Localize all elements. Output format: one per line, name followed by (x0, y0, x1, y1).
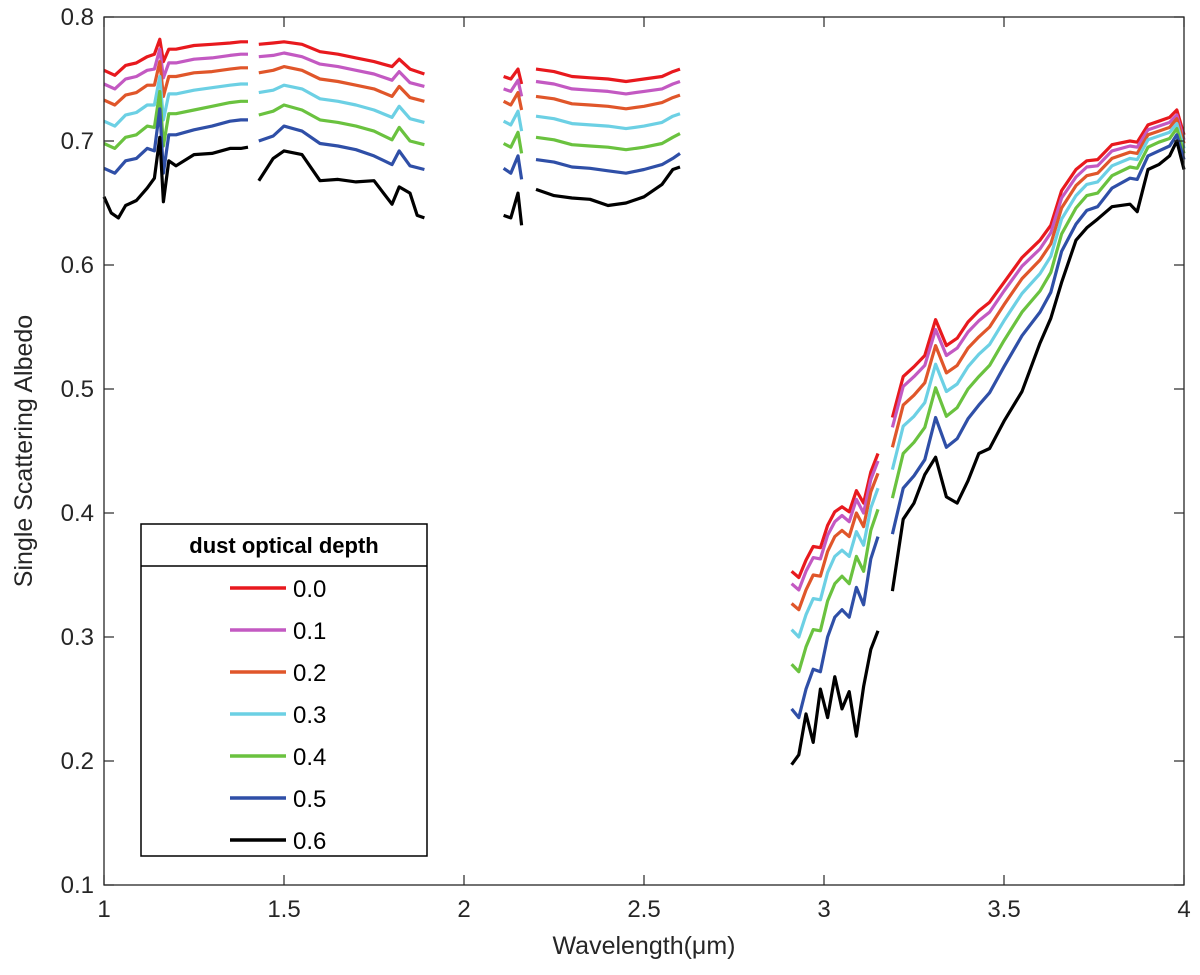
series-line-0.2 (103, 59, 248, 107)
series-line-0.5 (258, 124, 425, 172)
y-tick-label: 0.8 (61, 4, 94, 31)
series-line-0.5 (502, 154, 524, 180)
series-0.2 (103, 59, 1186, 612)
legend-label-0.5: 0.5 (293, 786, 326, 813)
legend-label-0.3: 0.3 (293, 702, 326, 729)
series-line-0.5 (890, 133, 1186, 535)
series-line-0.3 (535, 112, 681, 131)
x-tick-label: 2 (457, 896, 470, 923)
legend-label-0.4: 0.4 (293, 744, 326, 771)
series-line-0.4 (790, 508, 880, 674)
series-line-0.2 (502, 90, 524, 111)
series-line-0.3 (103, 74, 248, 128)
x-tick-label: 4 (1177, 896, 1190, 923)
series-line-0.1 (790, 460, 880, 592)
series-line-0.6 (890, 139, 1186, 592)
x-tick-label: 2.5 (627, 896, 660, 923)
series-line-0.1 (103, 47, 248, 91)
legend-title: dust optical depth (189, 533, 378, 558)
y-tick-label: 0.4 (61, 500, 94, 527)
series-line-0.3 (890, 121, 1186, 470)
series-0.3 (103, 74, 1186, 639)
series-line-0.4 (535, 132, 681, 152)
legend-label-0.2: 0.2 (293, 660, 326, 687)
series-line-0.3 (502, 109, 524, 132)
series-line-0.6 (503, 191, 524, 226)
series-0.0 (103, 37, 1186, 580)
series-line-0.4 (890, 127, 1186, 499)
y-axis-title: Single Scattering Albedo (10, 315, 38, 587)
series-line-0.0 (790, 452, 880, 580)
y-tick-label: 0.6 (61, 252, 94, 279)
series-0.1 (103, 47, 1186, 592)
series-line-0.0 (103, 37, 248, 77)
series-line-0.0 (503, 67, 524, 85)
legend-label-0.6: 0.6 (293, 828, 326, 855)
series-line-0.2 (890, 117, 1186, 448)
y-tick-label: 0.3 (61, 624, 94, 651)
series-line-0.1 (503, 78, 524, 97)
series-line-0.4 (258, 103, 425, 147)
series-line-0.0 (890, 108, 1186, 418)
series-line-0.5 (790, 536, 880, 720)
legend: dust optical depth 0.0 0.1 0.2 0.3 0.4 0.5 0.6 (140, 523, 428, 857)
x-axis-title: Wavelength(μm) (553, 932, 736, 960)
y-tick-label: 0.1 (61, 872, 94, 899)
y-tick-label: 0.2 (61, 748, 94, 775)
series-line-0.3 (790, 487, 880, 639)
series-line-0.1 (535, 79, 681, 96)
y-tick-label: 0.5 (61, 376, 94, 403)
x-tick-label: 3 (817, 896, 830, 923)
series-line-0.3 (258, 83, 425, 124)
series-line-0.6 (257, 149, 425, 220)
x-tick-label: 1.5 (267, 896, 300, 923)
series-line-0.2 (535, 93, 681, 111)
series-0.6 (102, 135, 1186, 766)
series-line-0.2 (258, 64, 425, 103)
series-line-0.2 (790, 472, 880, 612)
legend-label-0.0: 0.0 (293, 576, 326, 603)
axes-layer: 1 1.5 2 2.5 3 3.5 4 0.1 0.2 0.3 0.4 0.5 0.6 0.7 0.8 (61, 4, 1191, 923)
series-layer (102, 37, 1186, 766)
series-line-0.6 (535, 165, 681, 208)
y-tick-label: 0.7 (61, 128, 94, 155)
x-tick-label: 1 (97, 896, 110, 923)
series-line-0.5 (535, 152, 681, 175)
series-line-0.0 (535, 67, 681, 84)
legend-label-0.1: 0.1 (293, 618, 326, 645)
series-line-0.1 (258, 51, 425, 88)
legend-entries: 0.0 0.1 0.2 0.3 0.4 0.5 0.6 (230, 576, 326, 855)
series-line-0.4 (502, 130, 524, 154)
legend-box (140, 523, 428, 857)
series-line-0.1 (890, 113, 1186, 428)
series-line-0.6 (790, 630, 880, 766)
x-tick-label: 3.5 (987, 896, 1020, 923)
series-line-0.0 (258, 40, 425, 76)
series-line-0.6 (102, 135, 249, 220)
